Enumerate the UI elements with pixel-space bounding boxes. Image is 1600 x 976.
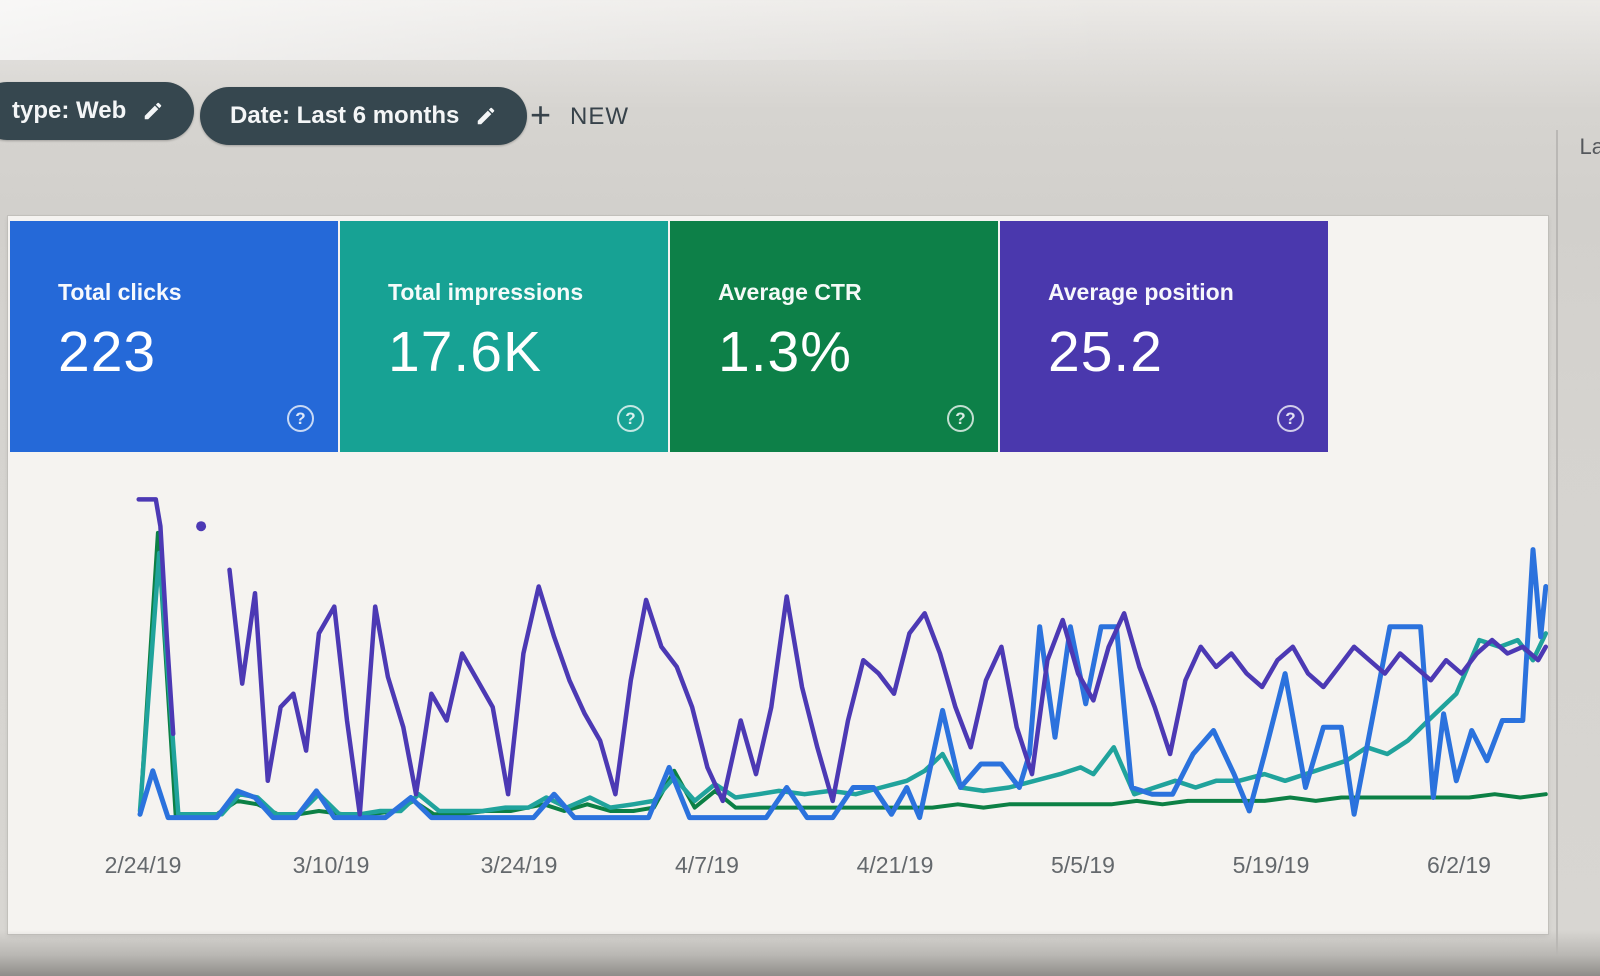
metric-card-total-impressions[interactable]: Total impressions 17.6K ? xyxy=(340,221,668,452)
performance-chart[interactable]: 2/24/19 3/10/19 3/24/19 4/7/19 4/21/19 5… xyxy=(8,216,1548,934)
filter-chip-date-label: Date: Last 6 months xyxy=(230,102,460,129)
metric-value: 223 xyxy=(58,320,157,384)
pencil-icon[interactable] xyxy=(142,100,164,122)
metric-value: 25.2 xyxy=(1048,320,1163,384)
metric-cards-row: Total clicks 223 ? Total impressions 17.… xyxy=(10,221,1328,452)
plus-icon: + xyxy=(530,94,553,135)
filter-chip-date[interactable]: Date: Last 6 months xyxy=(200,87,528,145)
help-icon[interactable]: ? xyxy=(287,405,314,432)
help-icon[interactable]: ? xyxy=(1277,405,1304,432)
metric-label: Average position xyxy=(1048,279,1234,305)
help-icon[interactable]: ? xyxy=(617,405,644,432)
last-updated-partial-text: La xyxy=(1579,134,1600,159)
metric-card-average-position[interactable]: Average position 25.2 ? xyxy=(1000,221,1328,452)
screen-bezel-bottom xyxy=(0,930,1600,976)
series-point-position xyxy=(196,521,207,532)
performance-chart-canvas[interactable] xyxy=(8,216,1548,934)
metric-card-total-clicks[interactable]: Total clicks 223 ? xyxy=(10,221,338,452)
filter-bar: type: Web Date: Last 6 months + NEW La xyxy=(0,0,1600,200)
metric-value: 17.6K xyxy=(388,320,542,384)
screen-bezel-line xyxy=(1556,130,1558,976)
pencil-icon[interactable] xyxy=(475,105,497,127)
metric-value: 1.3% xyxy=(718,320,852,384)
series-line-position xyxy=(136,497,176,737)
new-filter-label: NEW xyxy=(570,102,630,130)
series-line-clicks xyxy=(137,547,1548,821)
filter-chip-search-type-label: type: Web xyxy=(12,97,127,124)
performance-panel: Total clicks 223 ? Total impressions 17.… xyxy=(8,216,1548,934)
series-line-impressions xyxy=(137,550,1548,817)
filter-chip-search-type[interactable]: type: Web xyxy=(0,82,195,140)
metric-label: Average CTR xyxy=(718,279,862,305)
new-filter-button[interactable]: + NEW xyxy=(530,94,630,135)
help-icon[interactable]: ? xyxy=(947,405,974,432)
metric-label: Total impressions xyxy=(388,279,584,305)
metric-label: Total clicks xyxy=(58,279,182,305)
series-line-position xyxy=(227,567,1548,817)
metric-card-average-ctr[interactable]: Average CTR 1.3% ? xyxy=(670,221,998,452)
